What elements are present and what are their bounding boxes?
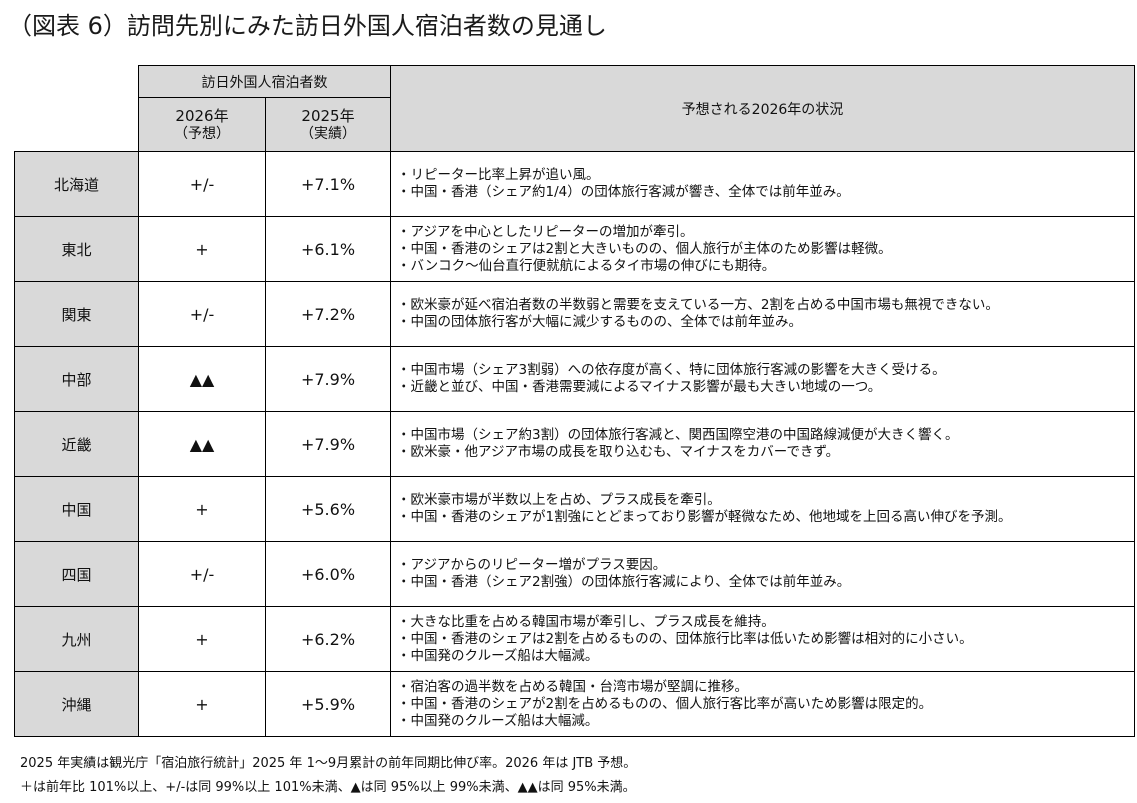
outlook-line: ・中国・香港（シェア2割強）の団体旅行客減により、全体では前年並み。 [397, 574, 851, 590]
outlook-cell: ・リピーター比率上昇が追い風。 ・中国・香港（シェア約1/4）の団体旅行客減が響… [390, 151, 1135, 217]
region-cell: 九州 [14, 606, 139, 672]
region-cell: 関東 [14, 281, 139, 347]
outlook-line: ・中国・香港のシェアは2割と大きいものの、個人旅行が主体のため影響は軽微。 [397, 240, 892, 257]
outlook-cell: ・アジアを中心としたリピーターの増加が牽引。 ・中国・香港のシェアは2割と大きい… [390, 216, 1135, 282]
outlook-line: ・バンコク～仙台直行便就航によるタイ市場の伸びにも期待。 [397, 257, 776, 274]
outlook-table: 訪日外国人宿泊者数 予想される2026年の状況 2026年 （予想） 2025年… [14, 65, 1135, 737]
region-cell: 中国 [14, 476, 139, 542]
forecast-2026-cell: + [138, 671, 266, 737]
outlook-line: ・リピーター比率上昇が追い風。 [397, 167, 600, 183]
outlook-line: ・中国・香港のシェアが1割強にとどまっており影響が軽微なため、他地域を上回る高い… [397, 509, 1012, 525]
table-row: 近畿 ▲▲ +7.9% ・中国市場（シェア約3割）の団体旅行客減と、関西国際空港… [14, 411, 1135, 477]
region-cell: 北海道 [14, 151, 139, 217]
table-row: 北海道 +/- +7.1% ・リピーター比率上昇が追い風。 ・中国・香港（シェア… [14, 151, 1135, 217]
forecast-2026-cell: ▲▲ [138, 411, 266, 477]
region-cell: 東北 [14, 216, 139, 282]
outlook-cell: ・中国市場（シェア3割弱）への依存度が高く、特に団体旅行客減の影響を大きく受ける… [390, 346, 1135, 412]
outlook-line: ・大きな比重を占める韓国市場が牽引し、プラス成長を維持。 [397, 613, 775, 630]
outlook-cell: ・宿泊客の過半数を占める韓国・台湾市場が堅調に推移。 ・中国・香港のシェアが2割… [390, 671, 1135, 737]
forecast-2026-cell: ▲▲ [138, 346, 266, 412]
outlook-line: ・中国発のクルーズ船は大幅減。 [397, 647, 599, 664]
outlook-line: ・近畿と並び、中国・香港需要減によるマイナス影響が最も大きい地域の一つ。 [397, 379, 882, 395]
outlook-line: ・中国・香港のシェアが2割を占めるものの、個人旅行客比率が高いため影響は限定的。 [397, 695, 933, 712]
table-row: 中国 + +5.6% ・欧米豪市場が半数以上を占め、プラス成長を牽引。 ・中国・… [14, 476, 1135, 542]
header-row-sub: 2026年 （予想） 2025年 （実績） [15, 97, 1135, 152]
outlook-line: ・中国・香港のシェアは2割を占めるものの、団体旅行比率は低いため影響は相対的に小… [397, 630, 973, 647]
region-cell: 四国 [14, 541, 139, 607]
outlook-line: ・宿泊客の過半数を占める韓国・台湾市場が堅調に推移。 [397, 678, 748, 695]
header-guest-count: 訪日外国人宿泊者数 [138, 65, 391, 98]
outlook-line: ・中国発のクルーズ船は大幅減。 [397, 712, 599, 729]
header-2026-note: （予想） [174, 125, 230, 142]
outlook-cell: ・アジアからのリピーター増がプラス要因。 ・中国・香港（シェア2割強）の団体旅行… [390, 541, 1135, 607]
region-cell: 中部 [14, 346, 139, 412]
outlook-line: ・中国・香港（シェア約1/4）の団体旅行客減が響き、全体では前年並み。 [397, 184, 850, 200]
outlook-line: ・中国の団体旅行客が大幅に減少するものの、全体では前年並み。 [397, 314, 802, 330]
table-row: 中部 ▲▲ +7.9% ・中国市場（シェア3割弱）への依存度が高く、特に団体旅行… [14, 346, 1135, 412]
header-outlook: 予想される2026年の状況 [390, 65, 1135, 152]
region-cell: 沖縄 [14, 671, 139, 737]
footnote-legend: ＋は前年比 101%以上、+/-は同 99%以上 101%未満、▲は同 95%以… [20, 780, 636, 795]
actual-2025-cell: +7.9% [265, 346, 391, 412]
region-cell: 近畿 [14, 411, 139, 477]
table-row: 四国 +/- +6.0% ・アジアからのリピーター増がプラス要因。 ・中国・香港… [14, 541, 1135, 607]
outlook-cell: ・欧米豪が延べ宿泊者数の半数弱と需要を支えている一方、2割を占める中国市場も無視… [390, 281, 1135, 347]
footnote-source: 2025 年実績は観光庁「宿泊旅行統計」2025 年 1～9月累計の前年同期比伸… [20, 756, 637, 771]
outlook-line: ・欧米豪市場が半数以上を占め、プラス成長を牽引。 [397, 492, 721, 508]
table-row: 九州 + +6.2% ・大きな比重を占める韓国市場が牽引し、プラス成長を維持。 … [14, 606, 1135, 672]
corner-cell [14, 65, 139, 152]
actual-2025-cell: +6.1% [265, 216, 391, 282]
actual-2025-cell: +7.2% [265, 281, 391, 347]
forecast-2026-cell: +/- [138, 151, 266, 217]
actual-2025-cell: +5.9% [265, 671, 391, 737]
outlook-line: ・中国市場（シェア3割弱）への依存度が高く、特に団体旅行客減の影響を大きく受ける… [397, 362, 946, 378]
outlook-cell: ・中国市場（シェア約3割）の団体旅行客減と、関西国際空港の中国路線減便が大きく響… [390, 411, 1135, 477]
header-row-top: 訪日外国人宿泊者数 予想される2026年の状況 [14, 65, 1135, 152]
outlook-line: ・欧米豪・他アジア市場の成長を取り込むも、マイナスをカバーできず。 [397, 444, 840, 460]
header-2026-year: 2026年 [175, 106, 229, 125]
outlook-line: ・アジアからのリピーター増がプラス要因。 [397, 557, 667, 573]
actual-2025-cell: +6.0% [265, 541, 391, 607]
actual-2025-cell: +7.9% [265, 411, 391, 477]
header-2026-forecast: 2026年 （予想） [138, 97, 266, 152]
outlook-cell: ・欧米豪市場が半数以上を占め、プラス成長を牽引。 ・中国・香港のシェアが1割強に… [390, 476, 1135, 542]
outlook-cell: ・大きな比重を占める韓国市場が牽引し、プラス成長を維持。 ・中国・香港のシェアは… [390, 606, 1135, 672]
actual-2025-cell: +7.1% [265, 151, 391, 217]
actual-2025-cell: +5.6% [265, 476, 391, 542]
header-2025-note: （実績） [300, 125, 356, 142]
outlook-line: ・アジアを中心としたリピーターの増加が牽引。 [397, 223, 694, 240]
table-row: 沖縄 + +5.9% ・宿泊客の過半数を占める韓国・台湾市場が堅調に推移。 ・中… [14, 671, 1135, 737]
figure-title: （図表 6）訪問先別にみた訪日外国人宿泊者数の見通し [8, 12, 607, 40]
forecast-2026-cell: +/- [138, 541, 266, 607]
actual-2025-cell: +6.2% [265, 606, 391, 672]
header-2025-year: 2025年 [301, 106, 355, 125]
outlook-line: ・中国市場（シェア約3割）の団体旅行客減と、関西国際空港の中国路線減便が大きく響… [397, 427, 959, 443]
header-2025-actual: 2025年 （実績） [265, 97, 391, 152]
table-row: 関東 +/- +7.2% ・欧米豪が延べ宿泊者数の半数弱と需要を支えている一方、… [14, 281, 1135, 347]
forecast-2026-cell: + [138, 216, 266, 282]
forecast-2026-cell: + [138, 476, 266, 542]
table-row: 東北 + +6.1% ・アジアを中心としたリピーターの増加が牽引。 ・中国・香港… [14, 216, 1135, 282]
outlook-line: ・欧米豪が延べ宿泊者数の半数弱と需要を支えている一方、2割を占める中国市場も無視… [397, 297, 999, 313]
forecast-2026-cell: + [138, 606, 266, 672]
forecast-2026-cell: +/- [138, 281, 266, 347]
